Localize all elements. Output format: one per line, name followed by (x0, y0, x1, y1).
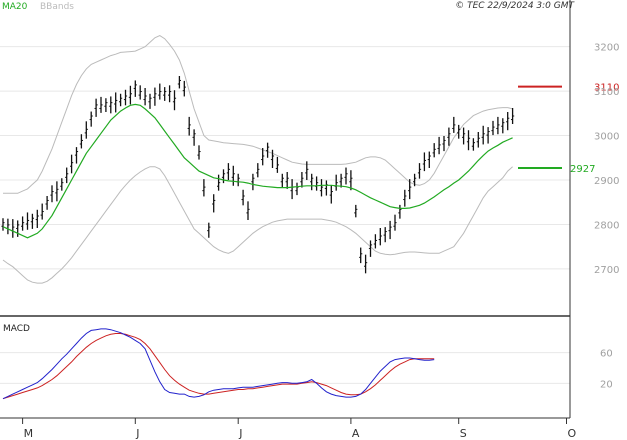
price-bars (1, 76, 515, 274)
ma20-path (2, 103, 513, 239)
y-tick-label: 2700 (594, 265, 619, 276)
ma20-line (2, 103, 513, 239)
price-axis: 2700 2800 2900 3000 3100 3200 (594, 43, 619, 276)
legend-ma20: MA20 (2, 2, 28, 12)
x-tick-label: A (352, 427, 360, 440)
x-tick-label: O (568, 427, 577, 440)
y-tick-label: 3200 (594, 43, 619, 54)
macd-tick-label: 20 (600, 379, 613, 390)
x-tick-label: M (24, 427, 33, 440)
macd-line (2, 328, 435, 400)
bband-upper-line (3, 35, 513, 194)
y-tick-label: 3000 (594, 132, 619, 143)
copyright-text: © TEC 22/9/2024 3:0 GMT (455, 1, 575, 11)
y-tick-label: 2900 (594, 176, 619, 187)
legend-bbands: BBands (40, 2, 74, 12)
macd-tick-label: 60 (600, 349, 613, 360)
key-levels: 3110 2927 (518, 83, 619, 175)
resistance-label: 3110 (594, 83, 619, 94)
x-tick-label: J (238, 427, 242, 440)
x-tick-label: J (135, 427, 139, 440)
macd-signal-line (2, 333, 435, 400)
chart-frame (0, 0, 570, 418)
x-tick-label: S (460, 427, 467, 440)
y-tick-label: 2800 (594, 220, 619, 231)
macd-title: MACD (3, 324, 30, 334)
bband-lower-line (2, 166, 513, 284)
gridlines (0, 46, 570, 270)
support-label: 2927 (570, 164, 595, 175)
bollinger-bands (2, 35, 513, 284)
y-tick-label: 3100 (594, 87, 619, 98)
